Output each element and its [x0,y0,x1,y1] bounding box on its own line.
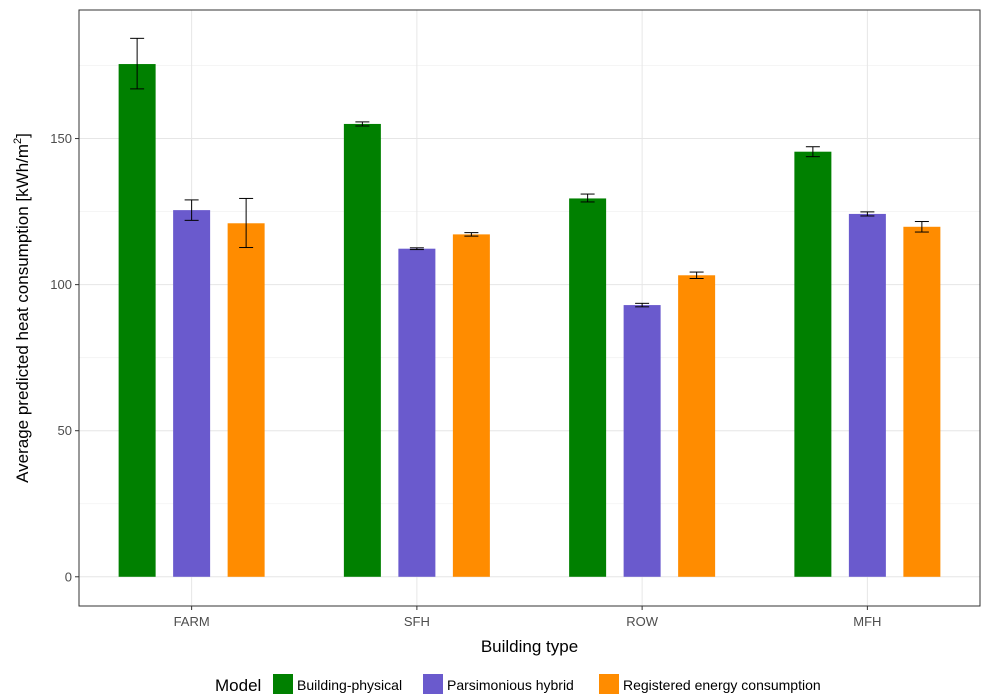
error-bar [355,121,370,127]
legend-label: Registered energy consumption [623,677,821,693]
bars [118,64,941,577]
error-bar [130,37,145,90]
y-axis-title-end: ] [13,133,32,138]
x-tick-label: SFH [404,614,430,629]
y-tick-label: 0 [65,569,72,584]
bar [678,275,716,577]
error-bar [805,146,820,158]
bar [794,151,832,577]
bar [569,198,607,577]
error-bar [409,247,424,251]
error-bar [635,302,650,308]
bar [343,123,381,577]
bar [227,223,265,577]
error-bars [130,37,929,308]
legend: Model Building-physical Parsimonious hybr… [215,674,821,695]
legend-key [273,674,293,694]
error-bar [184,199,199,221]
grid-lines [79,10,980,606]
y-axis-title-main: Average predicted heat consumption [kWh/… [13,144,32,483]
legend-label: Parsimonious hybrid [447,677,574,693]
legend-key [423,674,443,694]
bar [623,305,661,577]
error-bar [464,232,479,237]
error-bar [239,197,254,249]
legend-label: Building-physical [297,677,402,693]
y-axis-title-superscript: 2 [12,138,24,144]
bar [173,210,211,577]
bar [398,248,436,577]
bar [848,213,886,577]
x-axis-title: Building type [481,637,578,656]
y-axis-ticks: 0 50 100 150 [50,131,79,584]
x-axis-ticks: FARM SFH ROW MFH [174,606,881,629]
legend-key [599,674,619,694]
error-bar [580,193,595,203]
y-axis-title: Average predicted heat consumption [kWh/… [12,133,32,483]
error-bar [914,221,929,233]
x-tick-label: MFH [853,614,881,629]
bar [118,64,156,577]
x-tick-label: FARM [174,614,210,629]
error-bar [860,211,875,217]
y-tick-label: 50 [58,423,72,438]
error-bar [689,271,704,279]
bar [452,234,490,577]
y-tick-label: 150 [50,131,72,146]
x-tick-label: ROW [626,614,659,629]
y-tick-label: 100 [50,277,72,292]
legend-title: Model [215,676,261,695]
bar [903,226,941,577]
plot-border [78,9,981,607]
